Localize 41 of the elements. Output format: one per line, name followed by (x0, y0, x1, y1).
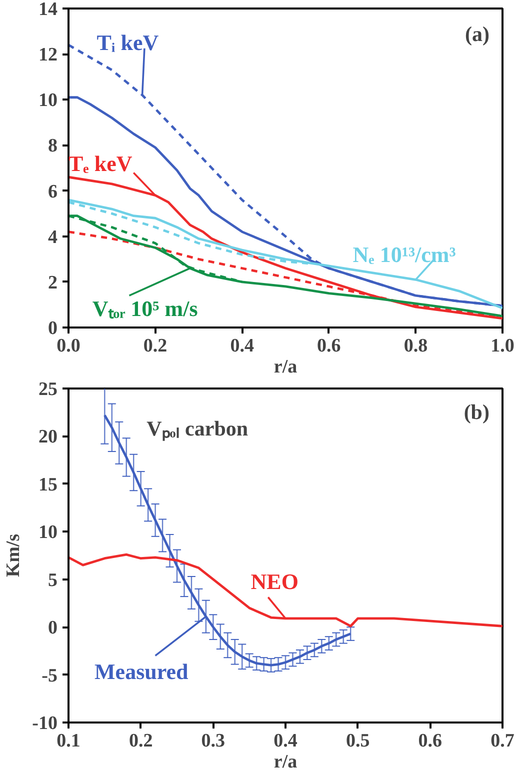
series-label: NEO (250, 568, 298, 594)
x-tick-label: 0.4 (230, 336, 254, 356)
series-label: Nₑ 10¹³/cm³ (352, 242, 456, 267)
x-tick-label: 0.2 (128, 730, 153, 752)
y-tick-label: 5 (48, 570, 58, 591)
annotation: Vₚₒₗ carbon (146, 416, 248, 442)
x-tick-label: 0.1 (56, 730, 80, 752)
x-tick-label: 1.0 (490, 336, 514, 356)
y-tick-label: 4 (48, 226, 58, 248)
annotation: (b) (464, 400, 490, 424)
text: Tᵢ keV (96, 30, 159, 55)
x-tick-label: 0.8 (404, 336, 428, 356)
y-tick-label: 25 (38, 379, 58, 400)
x-tick-label: 0.2 (143, 336, 168, 356)
x-tick-label: 0.0 (56, 336, 80, 356)
annotation: (a) (464, 22, 490, 46)
legend-label: Measured (94, 659, 188, 684)
line-series (68, 553, 502, 628)
y-axis-title: Km/s (3, 534, 24, 578)
x-tick-label: 0.7 (490, 730, 515, 752)
y-tick-label: -5 (42, 665, 58, 686)
y-tick-label: 10 (38, 90, 58, 112)
y-tick-label: 0 (48, 618, 58, 639)
y-tick-label: 10 (38, 522, 58, 544)
y-tick-label: 8 (48, 136, 58, 157)
x-tick-label: 0.5 (346, 730, 370, 752)
x-tick-label: 0.6 (418, 730, 442, 752)
x-axis-title: r/a (274, 356, 298, 378)
y-tick-label: 14 (38, 0, 58, 20)
y-tick-label: 6 (48, 181, 58, 202)
x-axis-title: r/a (274, 752, 298, 772)
y-tick-label: -10 (32, 713, 58, 734)
legend-label: Vₜₒᵣ 10⁵ m/s (92, 296, 198, 322)
x-tick-label: 0.3 (201, 730, 226, 752)
y-tick-label: 0 (48, 318, 58, 339)
x-tick-label: 0.4 (274, 730, 298, 752)
y-tick-label: 2 (48, 272, 58, 294)
y-tick-label: 15 (38, 474, 58, 496)
y-tick-label: 20 (38, 426, 58, 448)
y-tick-label: 12 (38, 44, 58, 66)
x-tick-label: 0.6 (317, 336, 341, 356)
